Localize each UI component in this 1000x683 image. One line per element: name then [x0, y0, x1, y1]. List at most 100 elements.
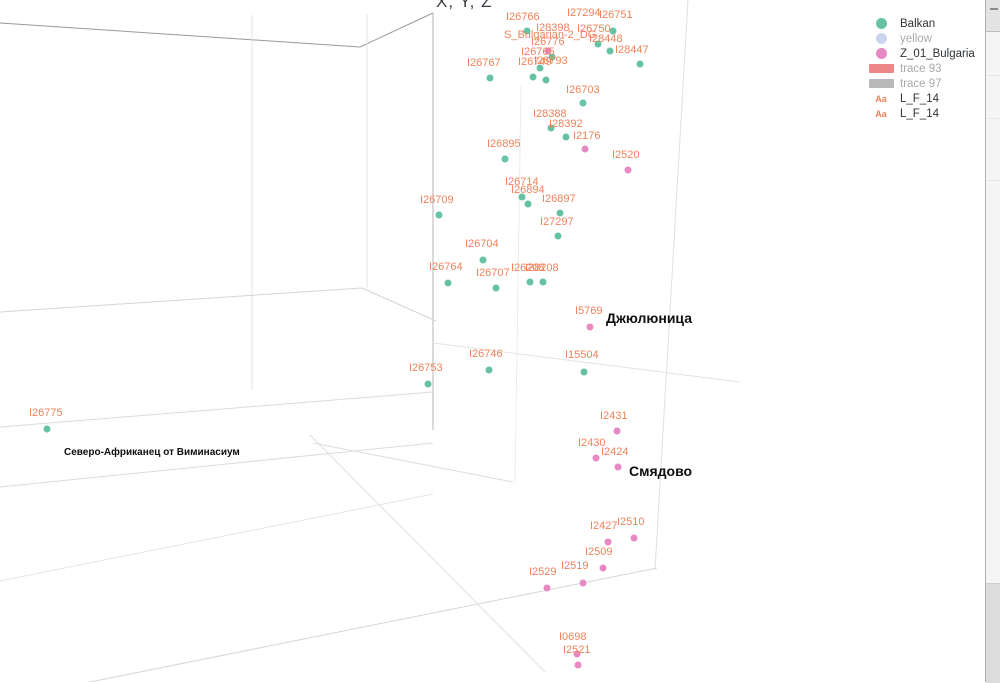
data-point-I2431[interactable] [613, 427, 621, 435]
point-label-I28398: I28398 [536, 22, 570, 34]
point-label-I26703: I26703 [566, 84, 600, 96]
data-point-I27297[interactable] [554, 232, 562, 240]
legend-item-l_f_14-6[interactable]: Aa L_F_14 [868, 106, 975, 121]
point-label-S_Bulgarian-2_DG: S_Bulgarian-2_DG [504, 29, 597, 41]
side-panel-header [986, 0, 1000, 32]
data-point-I26766[interactable] [523, 27, 531, 35]
legend-item-label: trace 93 [900, 62, 942, 75]
data-point-I26714[interactable] [518, 193, 526, 201]
side-panel-dash-icon [990, 8, 998, 10]
data-point-I26704[interactable] [479, 256, 487, 264]
data-point-I26775[interactable] [43, 425, 51, 433]
data-point-I2529[interactable] [543, 584, 551, 592]
data-point-I2519[interactable] [579, 579, 587, 587]
annotation-Смядово: Смядово [629, 463, 693, 479]
side-panel-footer [986, 583, 1000, 683]
data-point-I0698[interactable] [574, 661, 582, 669]
legend-circle-marker-icon [868, 18, 894, 29]
point-label-I28208: I28208 [525, 262, 559, 274]
legend-item-z_01_bulgaria-2[interactable]: Z_01_Bulgaria [868, 46, 975, 61]
point-label-I26793: I26793 [534, 55, 568, 67]
data-point-I26895[interactable] [501, 155, 509, 163]
data-point-I2510[interactable] [630, 534, 638, 542]
point-label-I26704: I26704 [465, 238, 499, 250]
point-label-I27297: I27297 [540, 216, 574, 228]
point-label-I26766: I26766 [506, 11, 540, 23]
annotation-Северо-Африканец от Виминасиум: Северо-Африканец от Виминасиум [64, 447, 240, 458]
data-point-S_Bulgarian-2_DG[interactable] [544, 47, 552, 55]
legend-item-label: L_F_14 [900, 107, 940, 120]
legend-text-marker-icon: Aa [868, 94, 894, 104]
data-point-I26707[interactable] [492, 284, 500, 292]
legend-circle-marker-icon [868, 48, 894, 59]
point-label-I26714: I26714 [505, 176, 539, 188]
data-point[interactable] [581, 145, 589, 153]
data-point-I26751[interactable] [609, 27, 617, 35]
legend-item-l_f_14-5[interactable]: Aa L_F_14 [868, 91, 975, 106]
point-label-I2176: I2176 [573, 130, 601, 142]
point-label-I2510: I2510 [617, 516, 645, 528]
point-label-I26709: I26709 [420, 194, 454, 206]
legend-bar-marker-icon [868, 79, 894, 88]
point-label-I26746: I26746 [469, 348, 503, 360]
data-point-I28208[interactable] [539, 278, 547, 286]
point-label-I26753: I26753 [409, 362, 443, 374]
data-point-I28447[interactable] [636, 60, 644, 68]
point-label-I2529: I2529 [529, 566, 557, 578]
point-label-I2430: I2430 [578, 437, 606, 449]
legend-item-trace-97-4[interactable]: trace 97 [868, 76, 975, 91]
data-point-I2424[interactable] [614, 463, 622, 471]
data-point-I26897[interactable] [556, 209, 564, 217]
legend-item-balkan-0[interactable]: Balkan [868, 16, 975, 31]
annotation-Джюлюница: Джюлюница [606, 310, 692, 326]
point-label-I26897: I26897 [542, 193, 576, 205]
data-point-I2176[interactable] [562, 133, 570, 141]
point-label-I2521: I2521 [563, 644, 591, 656]
data-point-I26709[interactable] [435, 211, 443, 219]
legend-item-label: Z_01_Bulgaria [900, 47, 975, 60]
data-point-I26749[interactable] [529, 73, 537, 81]
data-point-I2430[interactable] [592, 454, 600, 462]
legend-item-label: L_F_14 [900, 92, 940, 105]
data-point-I2520[interactable] [624, 166, 632, 174]
data-point-I26746[interactable] [485, 366, 493, 374]
data-point-I26765[interactable] [542, 76, 550, 84]
point-label-I2519: I2519 [561, 560, 589, 572]
data-point-I15504[interactable] [580, 368, 588, 376]
data-point-I26894[interactable] [524, 200, 532, 208]
point-label-I26750: I26750 [577, 23, 611, 35]
data-point-I26793[interactable] [536, 64, 544, 72]
point-label-I26765: I26765 [521, 46, 555, 58]
side-panel-separator [986, 180, 1000, 181]
side-panel-separator [986, 75, 1000, 76]
data-point-I26703[interactable] [579, 99, 587, 107]
point-label-I28448: I28448 [589, 33, 623, 45]
side-panel [985, 0, 1000, 683]
data-point-I26753[interactable] [424, 380, 432, 388]
point-label-I2509: I2509 [585, 546, 613, 558]
point-label-I26751: I26751 [599, 9, 633, 21]
point-label-I26707: I26707 [476, 267, 510, 279]
point-label-I26895: I26895 [487, 138, 521, 150]
legend-marker: Aa [875, 108, 887, 119]
data-point-I28448[interactable] [606, 47, 614, 55]
data-point-I26767[interactable] [486, 74, 494, 82]
point-label-I2520: I2520 [612, 149, 640, 161]
data-point-I26750[interactable] [594, 40, 602, 48]
data-point-I2427[interactable] [604, 538, 612, 546]
point-label-I0698: I0698 [559, 631, 587, 643]
data-point-I2521[interactable] [573, 650, 581, 658]
data-point-I26208[interactable] [526, 278, 534, 286]
data-point-I2509[interactable] [599, 564, 607, 572]
legend-marker: Aa [875, 93, 887, 104]
data-point-I28392[interactable] [547, 124, 555, 132]
data-point-I26764[interactable] [444, 279, 452, 287]
data-point-I5769[interactable] [586, 323, 594, 331]
side-panel-separator [986, 118, 1000, 119]
point-label-I15504: I15504 [565, 349, 599, 361]
point-label-I2427: I2427 [590, 520, 618, 532]
legend-item-trace-93-3[interactable]: trace 93 [868, 61, 975, 76]
data-point-I26776[interactable] [548, 53, 556, 61]
legend-item-yellow-1[interactable]: yellow [868, 31, 975, 46]
point-label-I28388: I28388 [533, 108, 567, 120]
